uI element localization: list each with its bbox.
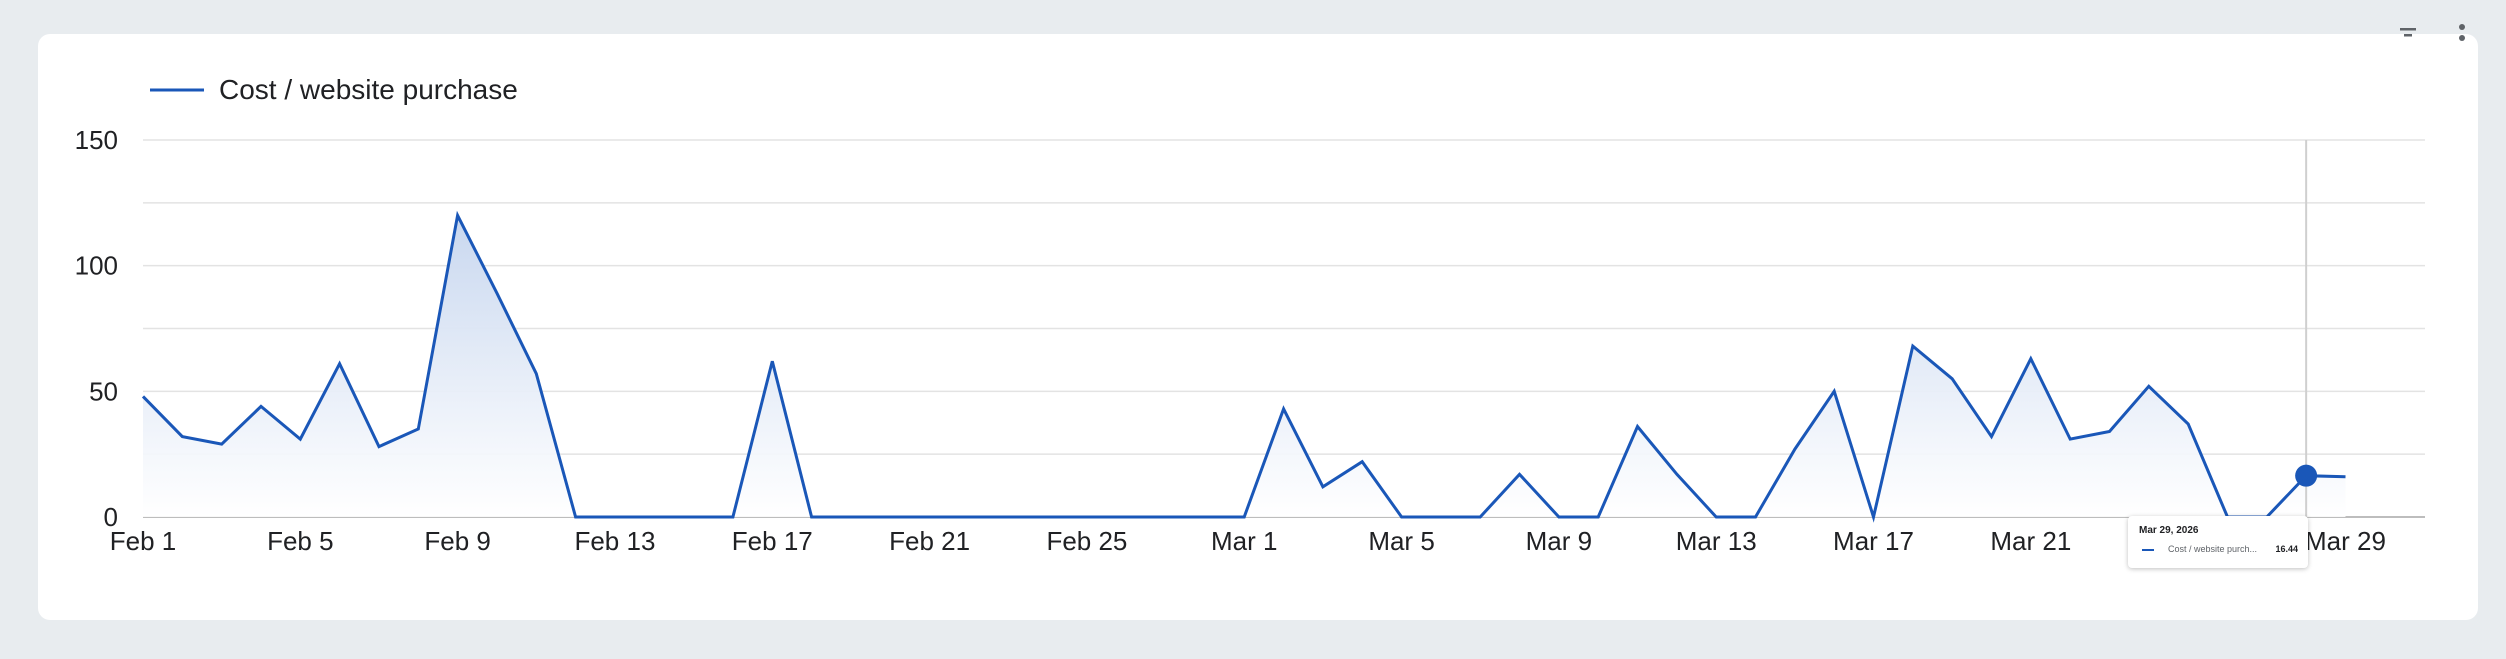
data-point[interactable] — [1006, 515, 1010, 519]
data-point[interactable] — [1950, 377, 1954, 381]
x-tick-label: Feb 13 — [574, 526, 655, 556]
more-vert-icon[interactable] — [2454, 24, 2470, 46]
data-point[interactable] — [259, 404, 263, 408]
x-tick-label: Mar 17 — [1833, 526, 1914, 556]
x-tick-label: Mar 13 — [1676, 526, 1757, 556]
x-tick-label: Feb 5 — [267, 526, 334, 556]
data-point[interactable] — [1085, 515, 1089, 519]
y-tick-label: 50 — [89, 376, 118, 406]
x-tick-label: Feb 17 — [732, 526, 813, 556]
data-point[interactable] — [338, 362, 342, 366]
data-point[interactable] — [141, 394, 145, 398]
data-point[interactable] — [1124, 515, 1128, 519]
data-point[interactable] — [574, 515, 578, 519]
data-point[interactable] — [652, 515, 656, 519]
hover-indicator — [2295, 140, 2318, 517]
data-point[interactable] — [1164, 515, 1168, 519]
data-point[interactable] — [2029, 357, 2033, 361]
data-point[interactable] — [1793, 447, 1797, 451]
x-tick-label: Feb 1 — [110, 526, 177, 556]
data-point[interactable] — [220, 442, 224, 446]
tooltip-series-label: Cost / website purch... — [2168, 544, 2258, 554]
data-point[interactable] — [2186, 422, 2190, 426]
x-tick-label: Feb 9 — [424, 526, 491, 556]
hover-point[interactable] — [2295, 464, 2318, 487]
data-point[interactable] — [377, 445, 381, 449]
data-point[interactable] — [2108, 430, 2112, 434]
data-point[interactable] — [1400, 515, 1404, 519]
data-point[interactable] — [613, 515, 617, 519]
data-point[interactable] — [928, 515, 932, 519]
y-axis-ticks: 0 50 100 150 — [75, 125, 118, 532]
data-point[interactable] — [1242, 515, 1246, 519]
data-point[interactable] — [180, 435, 184, 439]
y-tick-label: 0 — [104, 502, 118, 532]
y-tick-label: 100 — [75, 251, 118, 281]
x-tick-label: Mar 5 — [1368, 526, 1434, 556]
data-point[interactable] — [456, 213, 460, 217]
data-point[interactable] — [1596, 515, 1600, 519]
legend[interactable]: Cost / website purchase — [150, 74, 518, 105]
x-axis-ticks: Feb 1 Feb 5 Feb 9 Feb 13 Feb 17 Feb 21 Feb 25 M… — [110, 526, 2386, 556]
data-point[interactable] — [1714, 515, 1718, 519]
data-point[interactable] — [888, 515, 892, 519]
series-line[interactable] — [141, 210, 2346, 523]
x-tick-label: Mar 1 — [1211, 526, 1277, 556]
data-point[interactable] — [298, 437, 302, 441]
data-point[interactable] — [1439, 515, 1443, 519]
data-point[interactable] — [810, 515, 814, 519]
x-tick-label: Feb 21 — [889, 526, 970, 556]
data-point[interactable] — [1911, 344, 1915, 348]
data-point[interactable] — [2147, 384, 2151, 388]
data-point[interactable] — [2068, 437, 2072, 441]
data-point[interactable] — [1754, 515, 1758, 519]
data-point[interactable] — [1478, 515, 1482, 519]
tooltip-value: 16.44 — [2275, 544, 2298, 554]
data-point[interactable] — [770, 359, 774, 363]
data-point[interactable] — [416, 427, 420, 431]
data-point[interactable] — [2344, 475, 2348, 479]
series-line-group — [141, 210, 2348, 523]
series-area-fill — [143, 215, 2346, 517]
card-toolbar — [2338, 24, 2498, 54]
data-point[interactable] — [1321, 485, 1325, 489]
data-point[interactable] — [849, 515, 853, 519]
data-point[interactable] — [1675, 472, 1679, 476]
x-tick-label: Mar 29 — [2305, 526, 2386, 556]
data-point[interactable] — [731, 515, 735, 519]
data-point[interactable] — [1872, 515, 1876, 519]
tooltip: Mar 29, 2026 Cost / website purch... 16.… — [2128, 516, 2308, 568]
x-tick-label: Mar 21 — [1990, 526, 2071, 556]
data-point[interactable] — [1282, 407, 1286, 411]
data-point[interactable] — [1046, 515, 1050, 519]
data-point[interactable] — [1557, 515, 1561, 519]
tooltip-series-swatch — [2142, 549, 2154, 551]
x-tick-label: Feb 25 — [1046, 526, 1127, 556]
series-area — [143, 215, 2346, 517]
data-point[interactable] — [1518, 472, 1522, 476]
data-point[interactable] — [1990, 435, 1994, 439]
filter-icon[interactable] — [2396, 28, 2420, 42]
data-point[interactable] — [1203, 515, 1207, 519]
y-tick-label: 150 — [75, 125, 118, 155]
data-point[interactable] — [1636, 425, 1640, 429]
data-point[interactable] — [1360, 460, 1364, 464]
data-point[interactable] — [495, 291, 499, 295]
data-point[interactable] — [692, 515, 696, 519]
data-point[interactable] — [967, 515, 971, 519]
tooltip-date: Mar 29, 2026 — [2139, 525, 2199, 536]
legend-label: Cost / website purchase — [219, 74, 518, 105]
data-point[interactable] — [534, 372, 538, 376]
x-tick-label: Mar 9 — [1526, 526, 1592, 556]
data-point[interactable] — [1832, 389, 1836, 393]
